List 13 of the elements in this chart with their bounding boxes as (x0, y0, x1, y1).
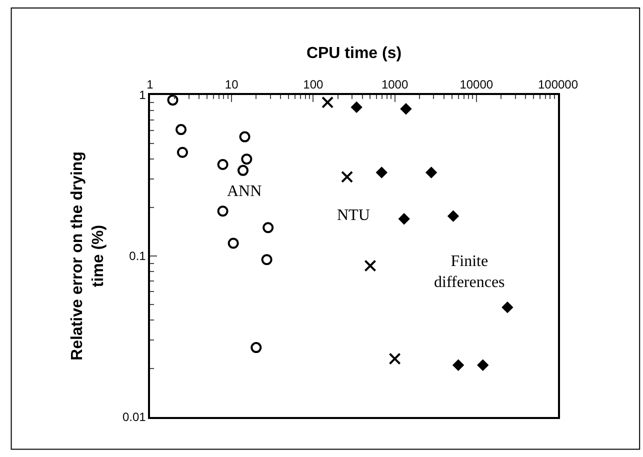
x-tick-label: 1000 (381, 77, 408, 92)
y-tick-label: 0.1 (129, 249, 146, 264)
y-tick-label: 1 (139, 88, 146, 102)
y-axis-title: Relative error on the drying time (%) (69, 152, 107, 360)
x-tick-label: 10 (224, 77, 239, 92)
series-label: NTU (337, 207, 370, 224)
series-label: Finite differences (434, 253, 505, 291)
x-axis-title: CPU time (s) (306, 44, 402, 62)
x-tick-label: 10000 (460, 77, 494, 92)
x-tick-label: 100000 (538, 77, 578, 92)
x-tick-label: 100 (303, 77, 324, 92)
y-tick-label: 0.01 (122, 410, 146, 424)
series-label: ANN (227, 183, 262, 200)
